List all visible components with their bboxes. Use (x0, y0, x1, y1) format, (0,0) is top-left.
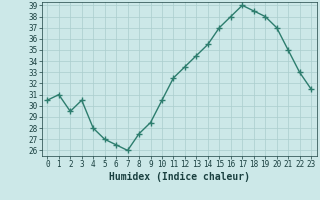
X-axis label: Humidex (Indice chaleur): Humidex (Indice chaleur) (109, 172, 250, 182)
